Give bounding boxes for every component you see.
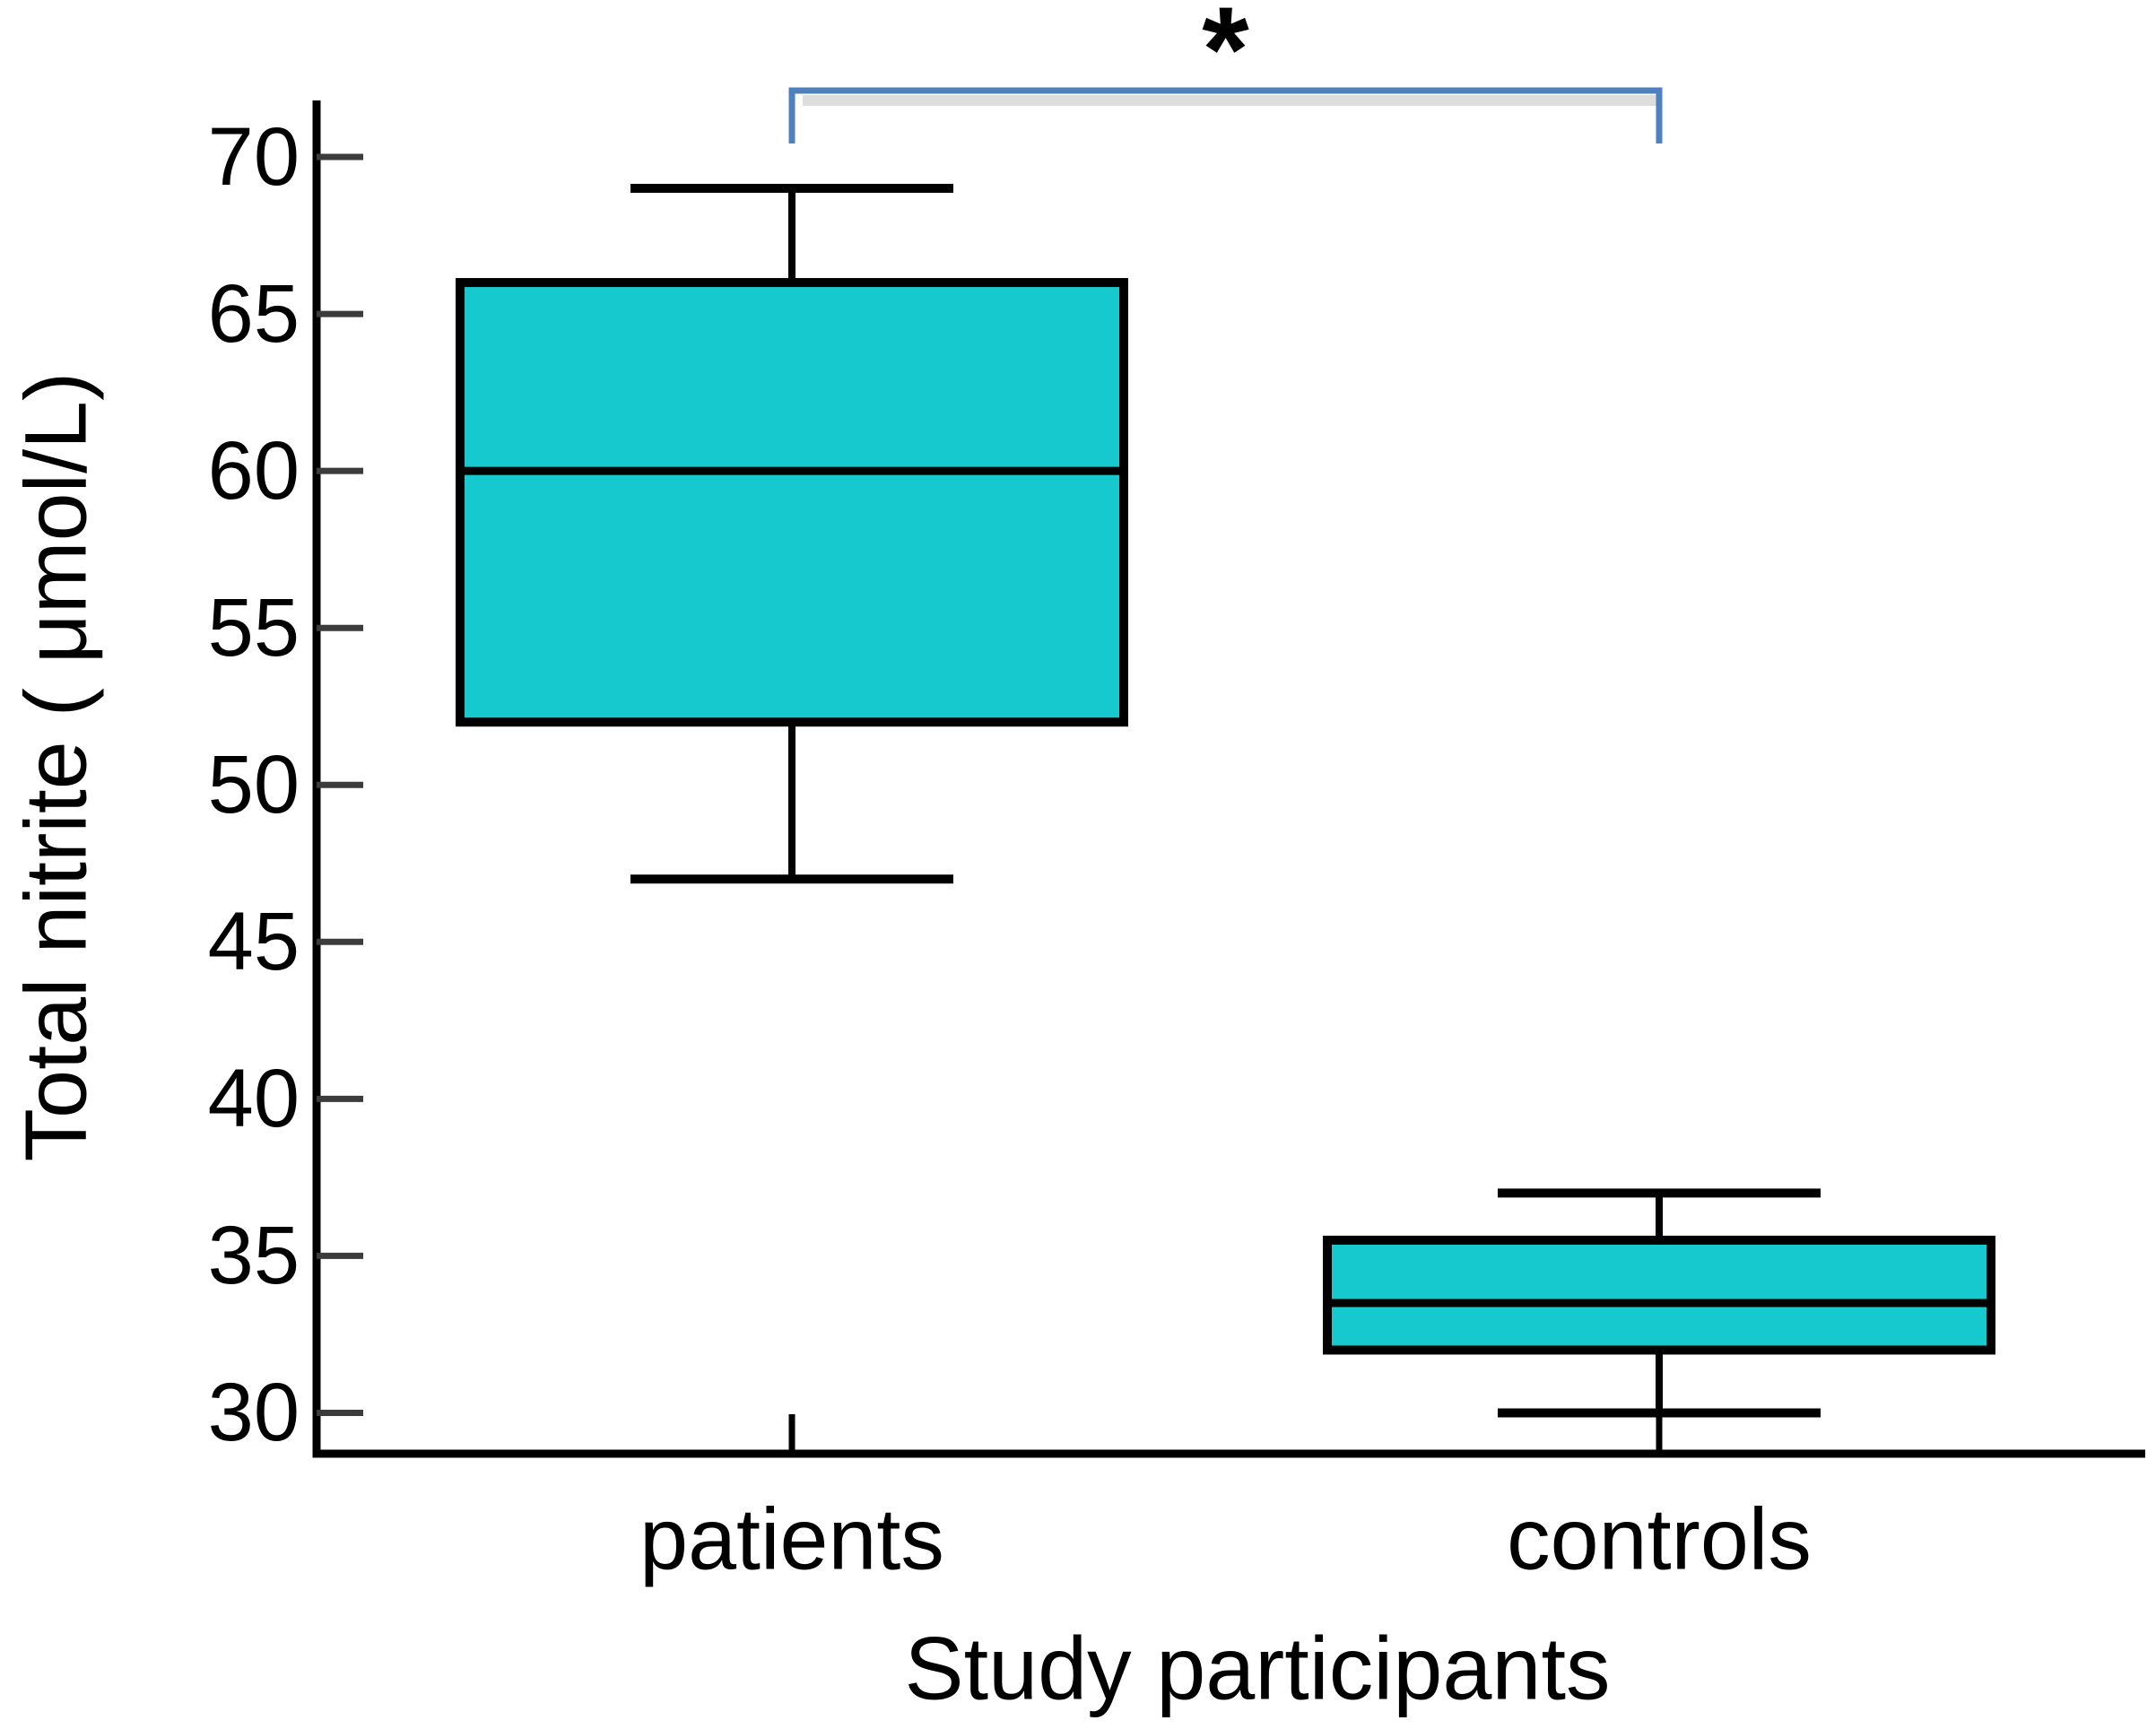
x-axis-title: Study participants <box>904 1618 1611 1718</box>
y-tick-label-30: 30 <box>207 1367 300 1459</box>
category-label-controls: controls <box>1507 1490 1812 1588</box>
y-tick-label-40: 40 <box>207 1053 300 1145</box>
y-tick-label-70: 70 <box>207 111 300 204</box>
y-axis-title: Total nitrite ( μmol/L) <box>6 371 105 1162</box>
category-label-patients: patients <box>639 1490 944 1588</box>
y-tick-label-60: 60 <box>207 425 300 517</box>
y-tick-label-50: 50 <box>207 739 300 831</box>
y-tick-label-45: 45 <box>207 896 300 988</box>
y-tick-label-55: 55 <box>207 582 300 674</box>
significance-bracket <box>788 87 1663 143</box>
y-tick-label-65: 65 <box>207 268 300 361</box>
y-tick-label-35: 35 <box>207 1210 300 1302</box>
controls-iqr-box <box>1323 1235 1995 1355</box>
patients-iqr-box <box>456 278 1128 727</box>
significance-asterisk: * <box>1202 0 1249 117</box>
